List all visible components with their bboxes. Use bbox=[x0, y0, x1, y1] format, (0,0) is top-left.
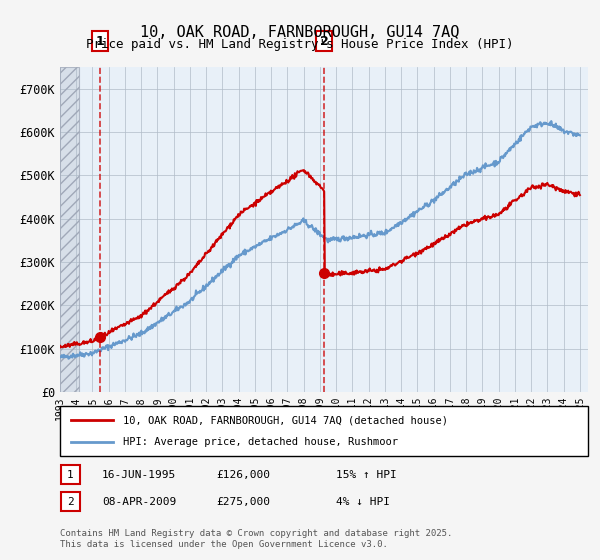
Text: Contains HM Land Registry data © Crown copyright and database right 2025.
This d: Contains HM Land Registry data © Crown c… bbox=[60, 529, 452, 549]
Text: 15% ↑ HPI: 15% ↑ HPI bbox=[336, 470, 397, 480]
Bar bbox=[60, 67, 79, 392]
Text: 16-JUN-1995: 16-JUN-1995 bbox=[102, 470, 176, 480]
Bar bbox=[60, 67, 79, 392]
Text: Price paid vs. HM Land Registry's House Price Index (HPI): Price paid vs. HM Land Registry's House … bbox=[86, 38, 514, 51]
FancyBboxPatch shape bbox=[60, 406, 588, 456]
Text: 2: 2 bbox=[320, 35, 329, 48]
Text: 08-APR-2009: 08-APR-2009 bbox=[102, 497, 176, 507]
Text: 1: 1 bbox=[67, 470, 74, 480]
Text: £275,000: £275,000 bbox=[216, 497, 270, 507]
FancyBboxPatch shape bbox=[61, 492, 80, 511]
Text: 10, OAK ROAD, FARNBOROUGH, GU14 7AQ (detached house): 10, OAK ROAD, FARNBOROUGH, GU14 7AQ (det… bbox=[124, 415, 448, 425]
Text: £126,000: £126,000 bbox=[216, 470, 270, 480]
FancyBboxPatch shape bbox=[61, 465, 80, 484]
Text: 10, OAK ROAD, FARNBOROUGH, GU14 7AQ: 10, OAK ROAD, FARNBOROUGH, GU14 7AQ bbox=[140, 25, 460, 40]
Text: HPI: Average price, detached house, Rushmoor: HPI: Average price, detached house, Rush… bbox=[124, 437, 398, 447]
Text: 1: 1 bbox=[95, 35, 104, 48]
Text: 4% ↓ HPI: 4% ↓ HPI bbox=[336, 497, 390, 507]
Text: 2: 2 bbox=[67, 497, 74, 507]
